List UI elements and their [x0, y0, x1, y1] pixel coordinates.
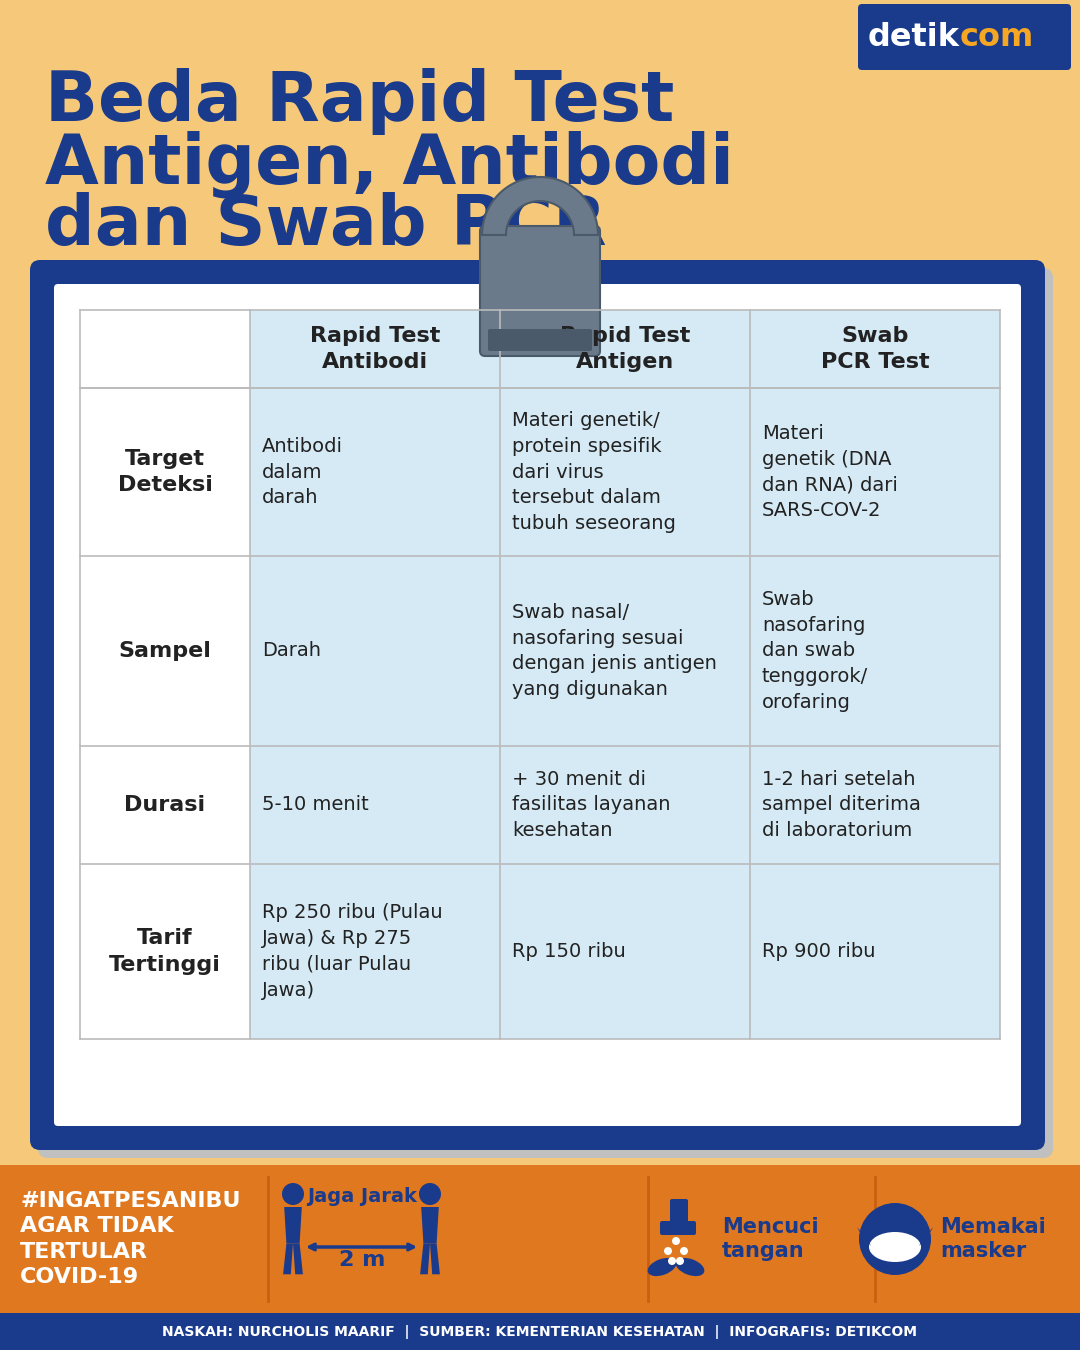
Text: #INGATPESANIBU
AGAR TIDAK
TERTULAR
COVID-19: #INGATPESANIBU AGAR TIDAK TERTULAR COVID… — [21, 1191, 241, 1288]
Text: com: com — [960, 23, 1035, 54]
Text: Beda Rapid Test: Beda Rapid Test — [45, 68, 674, 135]
Polygon shape — [919, 1227, 933, 1246]
FancyBboxPatch shape — [80, 310, 249, 1040]
FancyBboxPatch shape — [660, 1220, 696, 1235]
Text: Memakai
masker: Memakai masker — [940, 1216, 1045, 1261]
FancyBboxPatch shape — [488, 329, 592, 351]
Text: Mencuci
tangan: Mencuci tangan — [723, 1216, 819, 1261]
Text: Rp 250 ribu (Pulau
Jawa) & Rp 275
ribu (luar Pulau
Jawa): Rp 250 ribu (Pulau Jawa) & Rp 275 ribu (… — [262, 903, 443, 999]
Polygon shape — [430, 1243, 440, 1274]
Polygon shape — [858, 1227, 870, 1246]
Text: + 30 menit di
fasilitas layanan
kesehatan: + 30 menit di fasilitas layanan kesehata… — [512, 769, 671, 840]
Text: detik: detik — [868, 23, 960, 54]
FancyBboxPatch shape — [480, 225, 600, 356]
Text: Materi
genetik (DNA
dan RNA) dari
SARS-COV-2: Materi genetik (DNA dan RNA) dari SARS-C… — [762, 424, 897, 520]
Text: dan Swab PCR: dan Swab PCR — [45, 192, 607, 259]
Circle shape — [680, 1247, 688, 1256]
Polygon shape — [293, 1243, 302, 1274]
Circle shape — [859, 1203, 931, 1274]
Text: Jaga Jarak: Jaga Jarak — [307, 1187, 417, 1206]
Ellipse shape — [869, 1233, 921, 1262]
Text: Rp 150 ribu: Rp 150 ribu — [512, 942, 625, 961]
Polygon shape — [0, 1165, 1080, 1314]
Ellipse shape — [676, 1258, 704, 1276]
Text: Rp 900 ribu: Rp 900 ribu — [762, 942, 876, 961]
Text: Target
Deteksi: Target Deteksi — [118, 448, 213, 495]
Text: Antigen, Antibodi: Antigen, Antibodi — [45, 130, 734, 197]
FancyBboxPatch shape — [80, 310, 1000, 1040]
Polygon shape — [482, 177, 598, 235]
Polygon shape — [0, 1314, 1080, 1350]
Circle shape — [282, 1183, 303, 1206]
Text: Darah: Darah — [262, 641, 321, 660]
Polygon shape — [283, 1243, 293, 1274]
FancyBboxPatch shape — [249, 310, 1000, 387]
Text: NASKAH: NURCHOLIS MAARIF  |  SUMBER: KEMENTERIAN KESEHATAN  |  INFOGRAFIS: DETIK: NASKAH: NURCHOLIS MAARIF | SUMBER: KEMEN… — [162, 1324, 918, 1339]
FancyBboxPatch shape — [30, 261, 1045, 1150]
Ellipse shape — [648, 1258, 676, 1276]
Text: Rapid Test
Antigen: Rapid Test Antigen — [559, 325, 690, 373]
Text: Swab
nasofaring
dan swab
tenggorok/
orofaring: Swab nasofaring dan swab tenggorok/ orof… — [762, 590, 868, 711]
Text: Antibodi
dalam
darah: Antibodi dalam darah — [262, 437, 343, 508]
Text: Durasi: Durasi — [124, 795, 205, 815]
Text: Materi genetik/
protein spesifik
dari virus
tersebut dalam
tubuh seseorang: Materi genetik/ protein spesifik dari vi… — [512, 410, 676, 533]
Text: Sampel: Sampel — [119, 641, 212, 662]
Text: 2 m: 2 m — [339, 1250, 386, 1270]
Text: Swab
PCR Test: Swab PCR Test — [821, 325, 929, 373]
Circle shape — [669, 1257, 676, 1265]
FancyBboxPatch shape — [670, 1199, 688, 1231]
FancyBboxPatch shape — [38, 269, 1053, 1158]
FancyBboxPatch shape — [858, 4, 1071, 70]
Text: 5-10 menit: 5-10 menit — [262, 795, 368, 814]
Text: Tarif
Tertinggi: Tarif Tertinggi — [109, 929, 221, 975]
Circle shape — [664, 1247, 672, 1256]
Polygon shape — [420, 1243, 430, 1274]
Text: Rapid Test
Antibodi: Rapid Test Antibodi — [310, 325, 441, 373]
Circle shape — [676, 1257, 684, 1265]
Polygon shape — [421, 1207, 438, 1243]
Circle shape — [672, 1237, 680, 1245]
FancyBboxPatch shape — [54, 284, 1021, 1126]
Circle shape — [419, 1183, 441, 1206]
Polygon shape — [284, 1207, 301, 1243]
Text: 1-2 hari setelah
sampel diterima
di laboratorium: 1-2 hari setelah sampel diterima di labo… — [762, 769, 921, 840]
Text: Swab nasal/
nasofaring sesuai
dengan jenis antigen
yang digunakan: Swab nasal/ nasofaring sesuai dengan jen… — [512, 603, 717, 699]
